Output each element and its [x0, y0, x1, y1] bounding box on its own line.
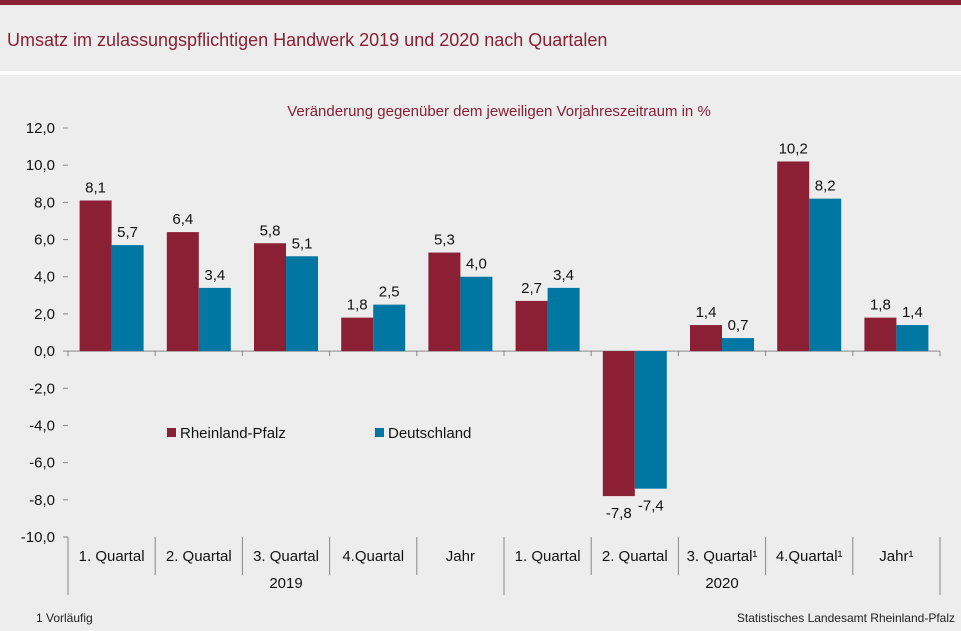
bar-de — [373, 304, 406, 352]
y-tick-label: 6,0 — [34, 232, 55, 249]
data-label: 2,5 — [379, 284, 400, 301]
bar-rlp — [690, 325, 722, 352]
category-label: 1. Quartal — [515, 548, 581, 565]
y-tick-label: -2,0 — [29, 380, 55, 397]
bar-de — [896, 325, 929, 352]
data-label: 5,3 — [434, 232, 455, 249]
bar-de — [286, 256, 318, 352]
y-tick-label: 4,0 — [34, 269, 55, 286]
data-label: 3,4 — [204, 267, 225, 284]
data-label: 10,2 — [779, 140, 808, 157]
footnote-preliminary: 1 Vorläufig — [36, 611, 93, 625]
y-tick-label: 0,0 — [34, 343, 55, 360]
category-label: Jahr¹ — [879, 548, 913, 565]
page-title: Umsatz im zulassungspflichtigen Handwerk… — [7, 30, 608, 50]
data-label: 5,7 — [117, 224, 138, 241]
data-label: 1,8 — [347, 297, 368, 314]
data-label: 2,7 — [521, 280, 542, 297]
bar-rlp — [428, 252, 461, 352]
legend-swatch — [167, 428, 176, 437]
data-label: 8,1 — [85, 180, 106, 197]
category-label: Jahr — [446, 548, 475, 565]
legend-label: Rheinland-Pfalz — [180, 425, 286, 442]
y-tick-label: -6,0 — [29, 455, 55, 472]
data-label: 1,4 — [696, 304, 717, 321]
data-label: 5,1 — [292, 235, 313, 252]
footnote-source: Statistisches Landesamt Rheinland-Pfalz — [736, 611, 955, 625]
category-label: 3. Quartal¹ — [687, 548, 758, 565]
bar-rlp — [864, 317, 897, 352]
bar-de — [634, 351, 667, 489]
bar-de — [111, 245, 144, 352]
data-label: -7,8 — [606, 505, 632, 522]
data-label: 1,4 — [902, 304, 923, 321]
data-label: -7,4 — [638, 498, 664, 515]
category-label: 2. Quartal — [602, 548, 668, 565]
bar-de — [722, 338, 754, 352]
group-label: 2019 — [269, 575, 302, 592]
y-tick-label: -8,0 — [29, 492, 55, 509]
y-tick-label: 12,0 — [26, 120, 55, 137]
legend-label: Deutschland — [388, 425, 471, 442]
legend-swatch — [375, 428, 384, 437]
chart-subtitle: Veränderung gegenüber dem jeweiligen Vor… — [287, 103, 711, 120]
bar-de — [547, 287, 580, 352]
group-label: 2020 — [705, 575, 738, 592]
title-separator — [0, 71, 961, 75]
bar-rlp — [777, 161, 810, 352]
y-tick-label: -10,0 — [21, 529, 55, 546]
bar-rlp — [79, 200, 112, 352]
bar-de — [460, 276, 493, 352]
data-label: 6,4 — [172, 211, 193, 228]
data-label: 5,8 — [260, 222, 281, 239]
bar-rlp — [602, 351, 635, 497]
category-label: 4.Quartal — [342, 548, 404, 565]
y-tick-label: 2,0 — [34, 306, 55, 323]
bar-de — [809, 198, 842, 352]
y-tick-label: 10,0 — [26, 157, 55, 174]
category-label: 2. Quartal — [166, 548, 232, 565]
bar-rlp — [515, 300, 548, 352]
category-label: 1. Quartal — [79, 548, 145, 565]
bar-de — [198, 287, 231, 352]
bar-rlp — [166, 232, 199, 352]
category-label: 3. Quartal — [253, 548, 319, 565]
data-label: 0,7 — [728, 317, 749, 334]
data-label: 4,0 — [466, 256, 487, 273]
bar-rlp — [341, 317, 374, 352]
y-tick-label: 8,0 — [34, 194, 55, 211]
data-label: 3,4 — [553, 267, 574, 284]
top-accent-bar — [0, 0, 961, 5]
category-label: 4.Quartal¹ — [776, 548, 843, 565]
bar-rlp — [254, 243, 286, 352]
data-label: 1,8 — [870, 297, 891, 314]
data-label: 8,2 — [815, 178, 836, 195]
y-tick-label: -4,0 — [29, 417, 55, 434]
